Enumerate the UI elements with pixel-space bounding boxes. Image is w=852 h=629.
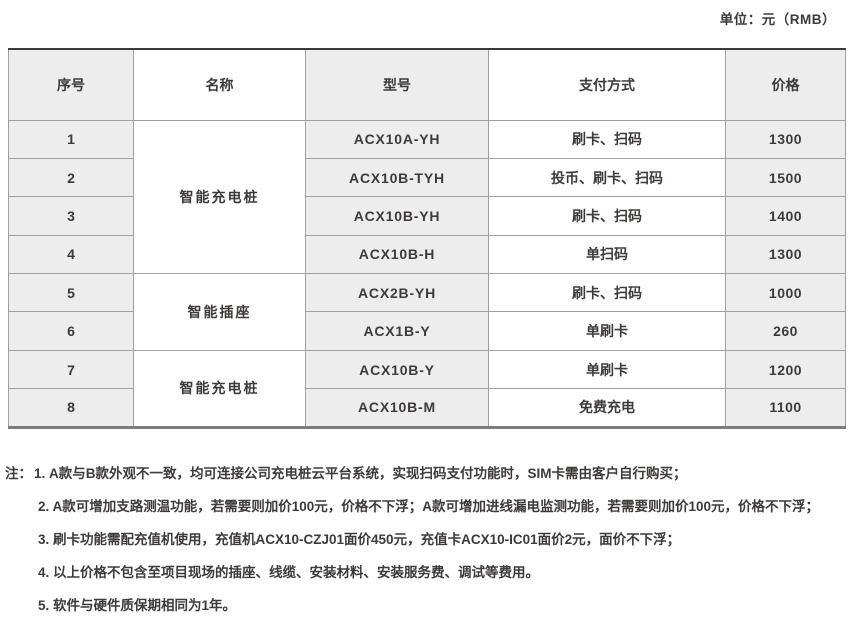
payment-cell: 单刷卡 [488, 311, 726, 351]
price-cell: 1200 [725, 349, 846, 390]
header-cell-serial: 序号 [8, 48, 134, 121]
header-cell-name: 名称 [133, 48, 306, 121]
note-line: 5. 软件与硬件质保期相同为1年。 [5, 596, 849, 615]
row-number-cell: 3 [8, 196, 134, 236]
row-number-cell: 7 [8, 349, 134, 390]
price-cell: 1100 [725, 388, 846, 428]
table-row: 3 ACX10B-YH 刷卡、扫码 1400 [8, 196, 846, 236]
price-cell: 1500 [725, 157, 846, 198]
price-table-body: 1 智能充电桩 ACX10A-YH 刷卡、扫码 1300 2 ACX10B-TYH 投币、刷卡… [8, 119, 846, 428]
payment-cell: 单扫码 [488, 234, 726, 275]
table-row: 7 智能充电桩 ACX10B-Y 单刷卡 1200 [8, 349, 846, 428]
model-cell: ACX1B-Y [305, 311, 489, 351]
note-text: 1. A款与B款外观不一致，均可连接公司充电桩云平台系统，实现扫码支付功能时，S… [34, 466, 687, 481]
unit-label: 单位：元（RMB） [719, 12, 836, 27]
note-text: 2. A款可增加支路测温功能，若需要则加价100元，价格不下浮；A款可增加进线漏… [38, 499, 820, 514]
row-number-cell: 5 [8, 273, 134, 313]
note-line: 2. A款可增加支路测温功能，若需要则加价100元，价格不下浮；A款可增加进线漏… [5, 497, 849, 516]
row-number-cell: 6 [8, 311, 134, 351]
payment-cell: 刷卡、扫码 [488, 119, 726, 159]
price-cell: 1300 [725, 234, 846, 275]
header-cell-payment: 支付方式 [488, 48, 726, 121]
model-cell: ACX2B-YH [305, 273, 489, 313]
category-cell: 智能充电桩 [133, 119, 306, 275]
price-cell: 260 [725, 311, 846, 351]
price-cell: 1000 [725, 273, 846, 313]
row-number-cell: 2 [8, 157, 134, 198]
category-cell: 智能充电桩 [133, 349, 306, 428]
row-number-cell: 1 [8, 119, 134, 159]
model-cell: ACX10B-Y [305, 349, 489, 390]
model-cell: ACX10B-TYH [305, 157, 489, 198]
payment-cell: 投币、刷卡、扫码 [488, 157, 726, 198]
notes-section: 注： 1. A款与B款外观不一致，均可连接公司充电桩云平台系统，实现扫码支付功能时… [5, 464, 849, 629]
category-cell: 智能插座 [133, 273, 306, 351]
price-cell: 1300 [725, 119, 846, 159]
note-prefix: 注： [5, 466, 32, 481]
price-table: 序号 名称 型号 支付方式 价格 1 智能充电桩 ACX10A-YH 刷卡、扫码 130… [8, 48, 846, 429]
payment-cell: 免费充电 [488, 388, 726, 428]
note-line: 3. 刷卡功能需配充值机使用，充值机ACX10-CZJ01面价450元，充值卡A… [5, 530, 849, 549]
table-row: 4 ACX10B-H 单扫码 1300 [8, 234, 846, 275]
row-number-cell: 8 [8, 388, 134, 428]
table-row: 6 ACX1B-Y 单刷卡 260 [8, 311, 846, 351]
table-row: 5 智能插座 ACX2B-YH 刷卡、扫码 1000 [8, 273, 846, 351]
note-text: 3. 刷卡功能需配充值机使用，充值机ACX10-CZJ01面价450元，充值卡A… [38, 532, 681, 547]
note-text: 4. 以上价格不包含至项目现场的插座、线缆、安装材料、安装服务费、调试等费用。 [38, 565, 540, 580]
note-line: 注： 1. A款与B款外观不一致，均可连接公司充电桩云平台系统，实现扫码支付功能时… [5, 464, 849, 483]
table-row: 2 ACX10B-TYH 投币、刷卡、扫码 1500 [8, 157, 846, 198]
model-cell: ACX10B-YH [305, 196, 489, 236]
payment-cell: 单刷卡 [488, 349, 726, 390]
payment-cell: 刷卡、扫码 [488, 273, 726, 313]
price-cell: 1400 [725, 196, 846, 236]
header-cell-model: 型号 [305, 48, 489, 121]
table-header-row: 序号 名称 型号 支付方式 价格 [8, 48, 846, 121]
model-cell: ACX10B-M [305, 388, 489, 428]
note-line: 4. 以上价格不包含至项目现场的插座、线缆、安装材料、安装服务费、调试等费用。 [5, 563, 849, 582]
note-text: 5. 软件与硬件质保期相同为1年。 [38, 598, 237, 613]
table-row: 8 ACX10B-M 免费充电 1100 [8, 388, 846, 428]
header-cell-price: 价格 [725, 48, 846, 121]
payment-cell: 刷卡、扫码 [488, 196, 726, 236]
model-cell: ACX10A-YH [305, 119, 489, 159]
model-cell: ACX10B-H [305, 234, 489, 275]
row-number-cell: 4 [8, 234, 134, 275]
table-row: 1 智能充电桩 ACX10A-YH 刷卡、扫码 1300 [8, 119, 846, 275]
